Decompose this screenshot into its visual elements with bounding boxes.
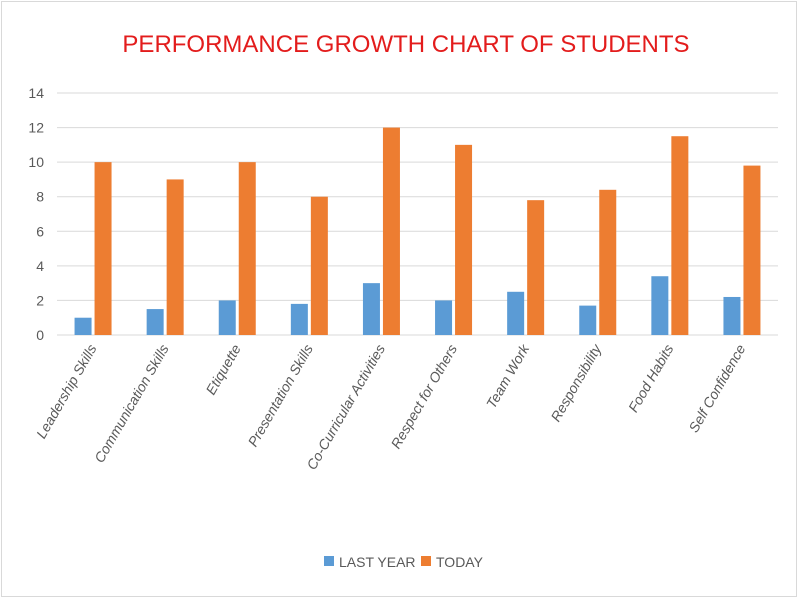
bar-today [455, 144, 473, 335]
bar-today [743, 165, 761, 335]
y-tick-label: 14 [28, 85, 44, 101]
y-tick-label: 2 [36, 292, 44, 308]
x-tick-label: Co-Curricular Activities [303, 342, 388, 473]
bar-last-year [218, 300, 236, 335]
legend-swatch [324, 556, 334, 566]
x-tick-label: Etiquette [202, 341, 244, 397]
x-tick-label: Respect for Others [388, 342, 461, 452]
bar-today [671, 136, 689, 335]
bar-today [94, 162, 112, 335]
x-tick-label: Communication Skills [91, 342, 172, 466]
y-axis-ticks: 0 2 4 6 8 10 12 14 [28, 85, 44, 343]
bar-today [310, 196, 328, 335]
y-tick-label: 6 [36, 223, 44, 239]
bars [74, 127, 761, 335]
bar-last-year [146, 309, 164, 335]
grid-lines [57, 92, 778, 336]
bar-today [166, 179, 184, 335]
bar-today [238, 162, 256, 335]
bar-last-year [74, 317, 92, 335]
legend-label: TODAY [436, 554, 484, 570]
bar-today [599, 189, 617, 335]
chart-title: PERFORMANCE GROWTH CHART OF STUDENTS [122, 31, 689, 58]
legend-label: LAST YEAR [339, 554, 416, 570]
y-tick-label: 10 [28, 154, 44, 170]
bar-last-year [579, 305, 597, 335]
bar-last-year [435, 300, 453, 335]
y-tick-label: 12 [28, 120, 44, 136]
y-tick-label: 4 [36, 258, 44, 274]
x-tick-label: Responsibility [547, 341, 605, 425]
bar-today [382, 127, 400, 335]
legend-swatch [421, 556, 431, 566]
x-tick-label: Self Confidence [685, 341, 748, 435]
bar-last-year [723, 296, 741, 335]
x-tick-label: Food Habits [625, 342, 677, 415]
y-tick-label: 0 [36, 327, 44, 343]
bar-last-year [362, 283, 380, 335]
bar-last-year [290, 303, 308, 335]
bar-last-year [651, 276, 669, 335]
bar-today [527, 200, 545, 335]
x-tick-label: Presentation Skills [245, 342, 316, 450]
x-tick-label: Team Work [483, 341, 533, 411]
bar-last-year [507, 291, 525, 335]
legend: LAST YEAR TODAY [324, 554, 484, 570]
x-tick-label: Leadership Skills [33, 342, 100, 442]
y-tick-label: 8 [36, 189, 44, 205]
